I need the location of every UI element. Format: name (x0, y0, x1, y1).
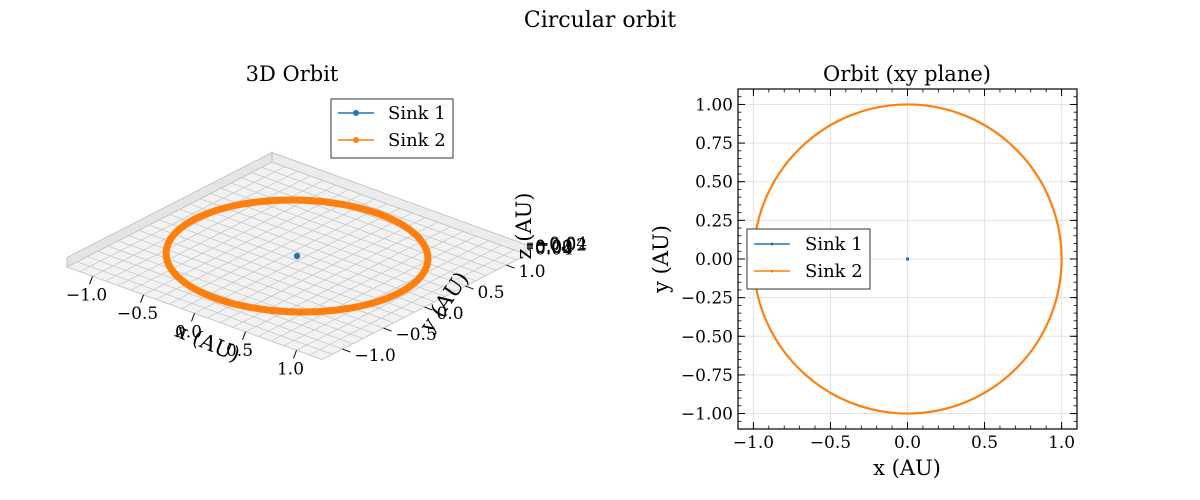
grid-y (251, 172, 507, 266)
y-tick-label-3d: −1.0 (355, 346, 396, 366)
z-tick-label-3d: −0.04 (535, 234, 587, 254)
tick-x-3d (89, 276, 93, 285)
y-tick-label-xy: −1.00 (681, 405, 733, 425)
subplot-3d-title: 3D Orbit (246, 62, 339, 86)
x-tick-label-xy: 0.0 (894, 433, 921, 453)
legend-3d-frame (330, 98, 454, 159)
grid-y (261, 166, 517, 261)
axis-ticks-3d: −1.0−0.50.00.51.0−1.0−0.50.00.51.0−0.04−… (66, 234, 587, 379)
axis-ticks-xy: −1.0 −0.5 0.0 0.5 1.0 −1.00 −0.75 −0.50 −0.25 0.0… (681, 88, 1078, 453)
point-sink1-xy (906, 257, 909, 261)
tick-y-3d (465, 285, 474, 290)
legend-3d-sink1-marker (353, 110, 359, 116)
legend-xy-sink1-marker (770, 242, 774, 246)
grid-x (270, 235, 477, 342)
y-tick-label-xy: 0.50 (695, 173, 733, 193)
legend-xy-sink2-marker (770, 269, 774, 273)
y-tick-label-xy: −0.50 (681, 327, 733, 347)
point-sink1-3d (293, 252, 301, 260)
x-tick-label-3d: 0.0 (175, 322, 202, 342)
tick-y-3d (506, 264, 515, 269)
y-tick-label-xy: −0.75 (681, 366, 733, 386)
y-tick-label-xy: 1.00 (695, 95, 733, 115)
grid-y (200, 198, 456, 292)
grid-x (66, 161, 273, 268)
legend-3d-sink2-label: Sink 2 (388, 130, 446, 151)
series-3d (162, 196, 432, 316)
tick-x-3d (242, 331, 246, 340)
subplot-xy-title: Orbit (xy plane) (823, 62, 991, 86)
tick-x-3d (140, 294, 144, 303)
y-tick-label-3d: −0.5 (396, 325, 437, 345)
grid-y (179, 208, 435, 303)
grid-x (296, 244, 502, 351)
y-axis-label-xy: y (AU) (649, 225, 673, 294)
x-tick-label-3d: 0.5 (226, 341, 253, 361)
x-tick-label-xy: 0.5 (971, 433, 998, 453)
x-tick-label-xy: −0.5 (810, 433, 851, 453)
tick-x-3d (191, 313, 195, 322)
z-tick-label-3d: 0.02 (535, 238, 573, 258)
subplot-3d-orbit: 3D Orbit −1.0−0.50.00.51.0−1.0−0.50.00.5… (66, 62, 587, 379)
grid-y (271, 161, 528, 255)
y-tick-label-xy: 0.00 (695, 250, 733, 270)
x-tick-label-xy: −1.0 (733, 433, 774, 453)
x-tick-label-3d: −0.5 (117, 304, 158, 324)
grid-x (207, 212, 413, 319)
x-tick-label-3d: −1.0 (66, 285, 107, 305)
x-tick-label-3d: 1.0 (277, 359, 304, 379)
plot-frame-xy (737, 88, 1078, 430)
tick-y-3d (424, 306, 433, 311)
subplot-xy-plane: Orbit (xy plane) −1.0 −0.5 0.0 0.5 1.0−1.00−… (649, 62, 1078, 480)
z-tick-label-3d: −0.02 (535, 235, 587, 255)
grid-x (283, 240, 489, 347)
orbit-sink2-3d (162, 196, 432, 316)
legend-xy-frame (746, 228, 871, 290)
legend-3d-sink2-marker (353, 137, 359, 143)
y-tick-label-xy: −0.25 (681, 289, 733, 309)
legend-xy-sink1-label: Sink 1 (805, 234, 863, 255)
y-tick-label-xy: 0.75 (695, 134, 733, 154)
y-tick-label-xy: 0.25 (695, 211, 733, 231)
plane-grid (66, 151, 528, 360)
legend-3d-sink1-label: Sink 1 (388, 103, 446, 124)
grid-y (189, 203, 446, 297)
grid-y (241, 177, 497, 271)
x-axis-label-xy: x (AU) (873, 456, 941, 480)
grid-x (309, 249, 515, 356)
x-tick-label-xy: 1.0 (1048, 433, 1075, 453)
y-tick-label-3d: 0.0 (437, 304, 464, 324)
legend-3d: Sink 1 Sink 2 (330, 98, 454, 159)
legend-xy: Sink 1 Sink 2 (746, 228, 871, 290)
figure-title: Circular orbit (524, 8, 676, 33)
y-tick-label-3d: 1.0 (519, 262, 546, 282)
grid-y (169, 214, 425, 308)
tick-y-3d (342, 348, 351, 353)
legend-xy-sink2-label: Sink 2 (805, 261, 863, 282)
z-tick-label-3d: 0.00 (535, 237, 573, 257)
z-axis-label-3d: z (AU) (512, 193, 536, 260)
y-tick-label-3d: 0.5 (478, 283, 505, 303)
tick-y-3d (383, 327, 392, 332)
tick-x-3d (293, 350, 297, 359)
z-tick-label-3d: 0.04 (535, 239, 573, 259)
